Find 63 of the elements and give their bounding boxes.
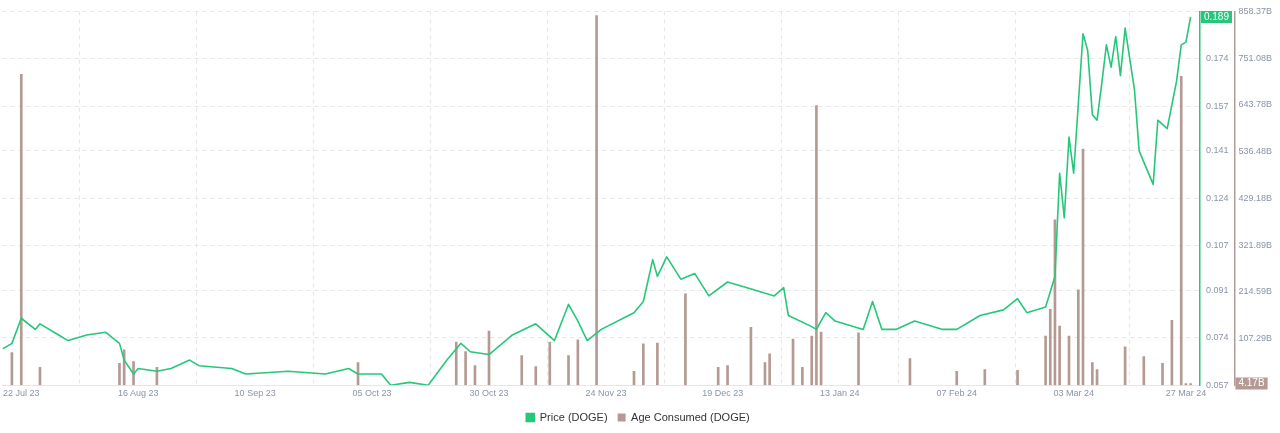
x-tick-label: 07 Feb 24: [936, 388, 977, 399]
y2-tick-label: 214.59B: [1238, 286, 1272, 297]
bar: [1077, 289, 1080, 386]
bar: [684, 293, 687, 386]
y-tick-label: 0.057: [1205, 379, 1229, 390]
x-tick-label: 19 Dec 23: [702, 388, 744, 399]
bar: [642, 343, 645, 386]
bar: [983, 369, 987, 386]
bar: [1016, 370, 1019, 386]
bar: [955, 370, 959, 386]
bar: [801, 367, 804, 386]
bar: [595, 15, 598, 386]
bar: [716, 367, 720, 386]
y2-tick-label: 536.48B: [1238, 146, 1272, 157]
bar: [1091, 362, 1094, 386]
y-tick-label: 0.074: [1205, 332, 1229, 343]
y2-tick-label: 321.89B: [1238, 239, 1272, 250]
bar: [534, 366, 538, 386]
bar: [118, 363, 121, 386]
y-tick-label: 0.107: [1205, 240, 1229, 251]
y-tick-label: 0.157: [1205, 100, 1229, 111]
y2-tick-label: 858.37B: [1238, 5, 1272, 16]
bar: [1142, 356, 1146, 386]
bar: [520, 355, 524, 386]
y-tick-label: 0.091: [1205, 284, 1229, 295]
x-tick-label: 22 Jul 23: [3, 388, 40, 399]
bar: [857, 332, 860, 386]
x-tick-label: 10 Sep 23: [234, 388, 276, 399]
x-tick-label: 13 Jan 24: [820, 388, 860, 399]
legend-label: Age Consumed (DOGE): [631, 410, 750, 423]
bar: [810, 335, 814, 386]
x-tick-label: 27 Mar 24: [1165, 388, 1207, 399]
y2-tick-label: 429.18B: [1238, 192, 1272, 203]
bar: [1048, 309, 1052, 386]
bar: [768, 353, 771, 386]
bar: [19, 73, 23, 386]
legend-label: Price (DOGE): [539, 410, 608, 423]
bar: [567, 355, 570, 386]
y-tick-label: 0.124: [1205, 192, 1229, 203]
x-tick-label: 24 Nov 23: [585, 388, 627, 399]
bar: [454, 341, 458, 386]
x-tick-label: 30 Oct 23: [469, 388, 509, 399]
x-tick-label: 16 Aug 23: [117, 388, 159, 399]
bar: [1058, 325, 1061, 386]
bar: [132, 361, 135, 386]
bar: [1044, 335, 1047, 386]
bar: [1161, 363, 1164, 386]
bar: [464, 351, 467, 386]
y2-tick-label: 643.78B: [1238, 99, 1272, 110]
bar: [815, 105, 818, 386]
y-tick-label: 0.141: [1205, 145, 1229, 156]
y2-tick-label: 751.08B: [1238, 52, 1272, 63]
y2-tick-label: 107.29B: [1238, 332, 1272, 343]
bar: [548, 341, 552, 386]
x-tick-label: 05 Oct 23: [352, 388, 392, 399]
bar: [726, 365, 729, 386]
bar: [1189, 383, 1192, 386]
bar: [656, 342, 659, 386]
bar: [1179, 76, 1183, 386]
text: 0.189: [1203, 10, 1230, 22]
y-tick-label: 0.174: [1205, 53, 1229, 64]
x-tick-label: 03 Mar 24: [1053, 388, 1094, 399]
text: 4.17B: [1238, 377, 1265, 389]
